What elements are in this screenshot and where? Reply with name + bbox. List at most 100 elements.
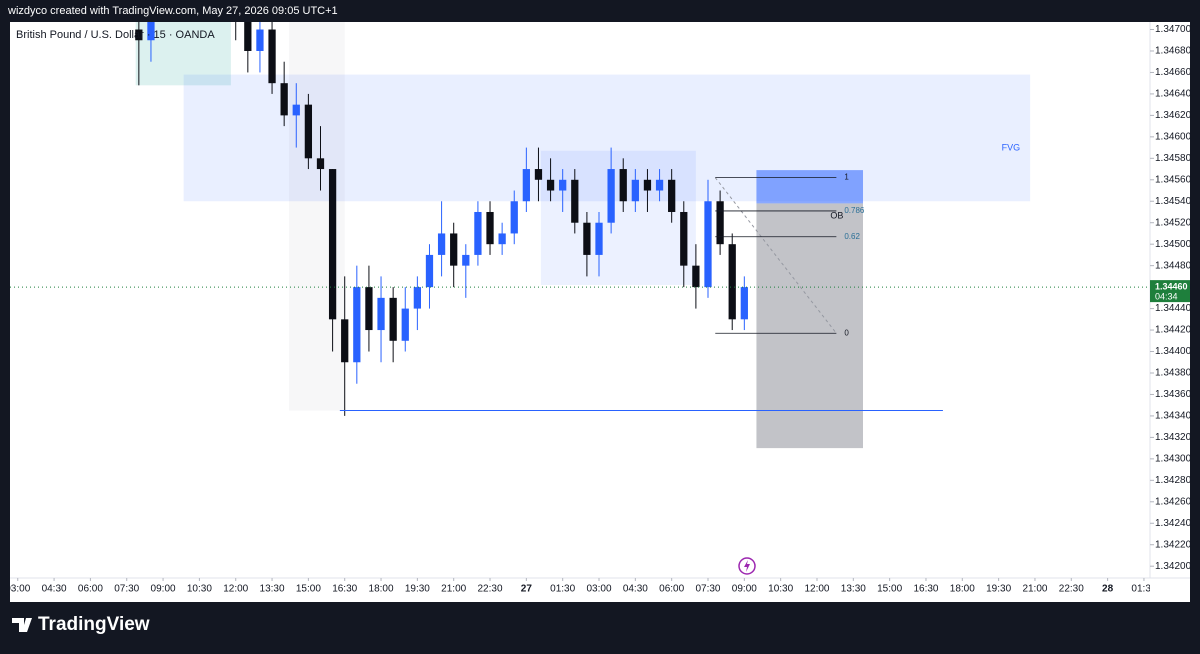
candle-body bbox=[474, 211, 482, 255]
time-axis: 03:00 04:30 06:00 07:30 09:00 10:30 12:00 13:30… bbox=[10, 578, 1156, 595]
y-tick-label: 1.34200 bbox=[1155, 561, 1192, 572]
candle-body bbox=[534, 169, 543, 180]
ob-label: OB bbox=[830, 210, 843, 220]
candle-body bbox=[486, 211, 494, 245]
candle-body bbox=[559, 179, 567, 191]
y-tick-label: 1.34220 bbox=[1155, 539, 1192, 550]
fib-level-label: 1 bbox=[844, 173, 849, 182]
x-tick-label: 18:00 bbox=[950, 584, 975, 595]
x-tick-label: 15:00 bbox=[877, 584, 902, 595]
candle-body bbox=[668, 179, 676, 212]
x-tick-label: 16:30 bbox=[332, 584, 357, 595]
y-tick-label: 1.34680 bbox=[1155, 46, 1192, 57]
x-tick-label: 21:00 bbox=[1022, 584, 1047, 595]
candle-body bbox=[716, 201, 724, 245]
candle-body bbox=[462, 254, 470, 266]
candle-body bbox=[268, 29, 276, 84]
candle-body bbox=[498, 233, 506, 245]
candle-body bbox=[413, 287, 422, 309]
y-tick-label: 1.34440 bbox=[1155, 303, 1192, 314]
y-tick-label: 1.34360 bbox=[1155, 389, 1192, 400]
candle-body bbox=[389, 297, 397, 341]
candle-body bbox=[328, 169, 337, 320]
candle-body bbox=[680, 211, 688, 266]
x-tick-label: 07:30 bbox=[114, 584, 139, 595]
candle-body bbox=[728, 244, 736, 320]
candle-body bbox=[304, 104, 313, 159]
candle-body bbox=[135, 29, 143, 41]
candle-body bbox=[643, 179, 652, 191]
candle-body bbox=[619, 169, 627, 202]
x-tick-label: 18:00 bbox=[369, 584, 394, 595]
zone bbox=[540, 150, 696, 285]
candle-body bbox=[704, 201, 712, 288]
zone bbox=[756, 203, 864, 449]
fib-level-label: 0.786 bbox=[844, 206, 865, 215]
candle-body bbox=[607, 169, 615, 223]
y-tick-label: 1.34660 bbox=[1155, 67, 1192, 78]
alert-icon bbox=[738, 557, 756, 575]
zones bbox=[135, 22, 1031, 449]
y-tick-label: 1.34280 bbox=[1155, 475, 1192, 486]
candle-body bbox=[546, 179, 555, 191]
price-axis: 1.34200 1.34220 1.34240 1.34260 1.34280 1.343… bbox=[1150, 24, 1192, 572]
x-tick-label: 09:00 bbox=[732, 584, 757, 595]
x-tick-label: 13:30 bbox=[841, 584, 866, 595]
candle-body bbox=[522, 169, 530, 202]
y-tick-label: 1.34700 bbox=[1155, 24, 1192, 35]
x-tick-label: 16:30 bbox=[913, 584, 938, 595]
y-tick-label: 1.34640 bbox=[1155, 89, 1192, 100]
x-tick-label: 22:30 bbox=[478, 584, 503, 595]
x-tick-label: 22:30 bbox=[1059, 584, 1084, 595]
candle-body bbox=[692, 265, 700, 288]
candle-body bbox=[280, 83, 288, 116]
candle-body bbox=[244, 22, 252, 51]
y-tick-label: 1.34300 bbox=[1155, 453, 1192, 464]
y-tick-label: 1.34240 bbox=[1155, 518, 1192, 529]
candle-body bbox=[316, 158, 325, 170]
zone bbox=[756, 170, 864, 204]
y-tick-label: 1.34380 bbox=[1155, 368, 1192, 379]
x-tick-label: 10:30 bbox=[187, 584, 212, 595]
footer-text: TradingView bbox=[38, 614, 150, 635]
x-tick-label: 12:00 bbox=[804, 584, 829, 595]
zone bbox=[183, 74, 1031, 202]
x-tick-label: 15:00 bbox=[296, 584, 321, 595]
y-tick-label: 1.34340 bbox=[1155, 411, 1192, 422]
y-tick-label: 1.34480 bbox=[1155, 260, 1192, 271]
y-tick-label: 1.34540 bbox=[1155, 196, 1192, 207]
x-tick-label: 06:00 bbox=[659, 584, 684, 595]
x-tick-label: 09:00 bbox=[151, 584, 176, 595]
overlays: FVG 1 0.786 0.62 0 OB bbox=[10, 142, 1150, 412]
zone-label: FVG bbox=[1002, 142, 1021, 152]
y-tick-label: 1.34500 bbox=[1155, 239, 1192, 250]
x-tick-label: 01:30 bbox=[550, 584, 575, 595]
fib-trend bbox=[714, 177, 837, 334]
candle-body bbox=[341, 319, 349, 363]
y-tick-label: 1.34600 bbox=[1155, 131, 1192, 142]
y-tick-label: 1.34580 bbox=[1155, 153, 1192, 164]
candle-body bbox=[292, 104, 300, 116]
x-tick-label: 27 bbox=[521, 584, 533, 595]
candle-body bbox=[595, 222, 603, 255]
candle-body bbox=[450, 233, 458, 266]
candle-body bbox=[377, 297, 385, 331]
candle-body bbox=[401, 308, 409, 341]
candle-body bbox=[437, 233, 446, 255]
last-price-badge bbox=[1150, 280, 1190, 303]
fib-level-label: 0.62 bbox=[844, 232, 860, 241]
x-tick-label: 07:30 bbox=[695, 584, 720, 595]
symbol-title: British Pound / U.S. Dollar · 15 · OANDA bbox=[16, 29, 215, 41]
x-tick-label: 19:30 bbox=[986, 584, 1011, 595]
x-tick-label: 03:00 bbox=[586, 584, 611, 595]
candle-body bbox=[510, 201, 518, 234]
candle-body bbox=[655, 179, 664, 191]
x-tick-label: 12:00 bbox=[223, 584, 248, 595]
x-tick-label: 06:00 bbox=[78, 584, 103, 595]
candle-body bbox=[631, 179, 639, 202]
x-tick-label: 01:30 bbox=[1131, 584, 1156, 595]
y-tick-label: 1.34560 bbox=[1155, 174, 1192, 185]
countdown-label: 04:34 bbox=[1155, 291, 1178, 301]
